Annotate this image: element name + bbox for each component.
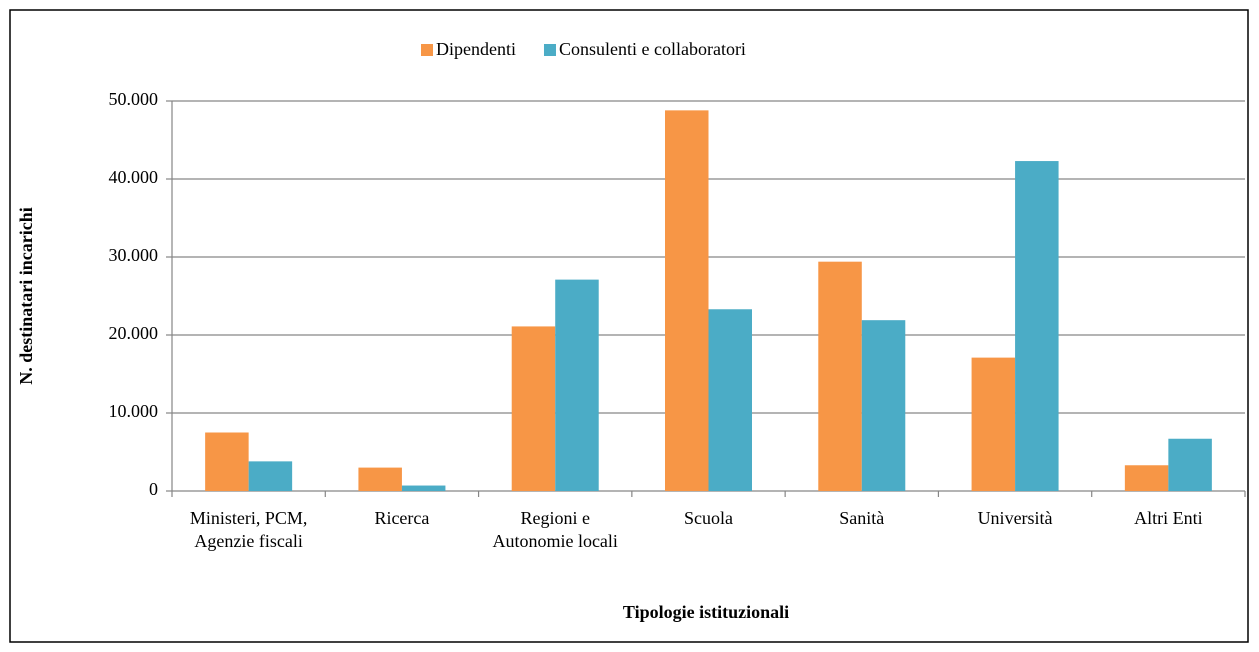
legend-swatch bbox=[543, 44, 556, 56]
y-tick-label: 10.000 bbox=[109, 401, 159, 421]
bar bbox=[248, 461, 293, 491]
y-tick-label: 30.000 bbox=[109, 245, 159, 265]
bar bbox=[358, 467, 402, 491]
bar bbox=[555, 279, 599, 491]
chart-frame bbox=[9, 9, 1249, 643]
bar bbox=[401, 485, 446, 491]
bar bbox=[1015, 161, 1059, 491]
y-tick-label: 0 bbox=[149, 479, 158, 499]
bar bbox=[818, 261, 862, 491]
y-tick-label: 40.000 bbox=[109, 167, 159, 187]
legend-swatch bbox=[421, 44, 433, 56]
x-tick-label: Ricerca bbox=[374, 508, 430, 528]
x-tick-label: Università bbox=[977, 508, 1053, 528]
x-tick-label: Sanità bbox=[839, 508, 885, 528]
y-tick-label: 50.000 bbox=[109, 89, 159, 109]
bar bbox=[1124, 465, 1169, 491]
legend-label: Consulenti e collaboratori bbox=[559, 39, 746, 59]
x-tick-label: Regioni e Autonomie locali bbox=[492, 508, 618, 551]
x-tick-label: Altri Enti bbox=[1134, 508, 1203, 528]
legend-label: Dipendenti bbox=[436, 39, 516, 59]
x-tick-label: Ministeri, PCM, Agenzie fiscali bbox=[189, 508, 308, 551]
bar bbox=[861, 320, 906, 491]
bar bbox=[971, 357, 1016, 491]
bar bbox=[205, 432, 249, 491]
bar bbox=[665, 110, 709, 492]
y-tick-label: 20.000 bbox=[109, 323, 159, 343]
x-tick-label: Scuola bbox=[684, 508, 733, 528]
bar bbox=[1168, 438, 1212, 491]
bar bbox=[708, 309, 752, 491]
y-axis-title: N. destinatari incarichi bbox=[16, 207, 36, 385]
x-axis-title: Tipologie istituzionali bbox=[623, 602, 789, 622]
bar bbox=[511, 326, 556, 491]
